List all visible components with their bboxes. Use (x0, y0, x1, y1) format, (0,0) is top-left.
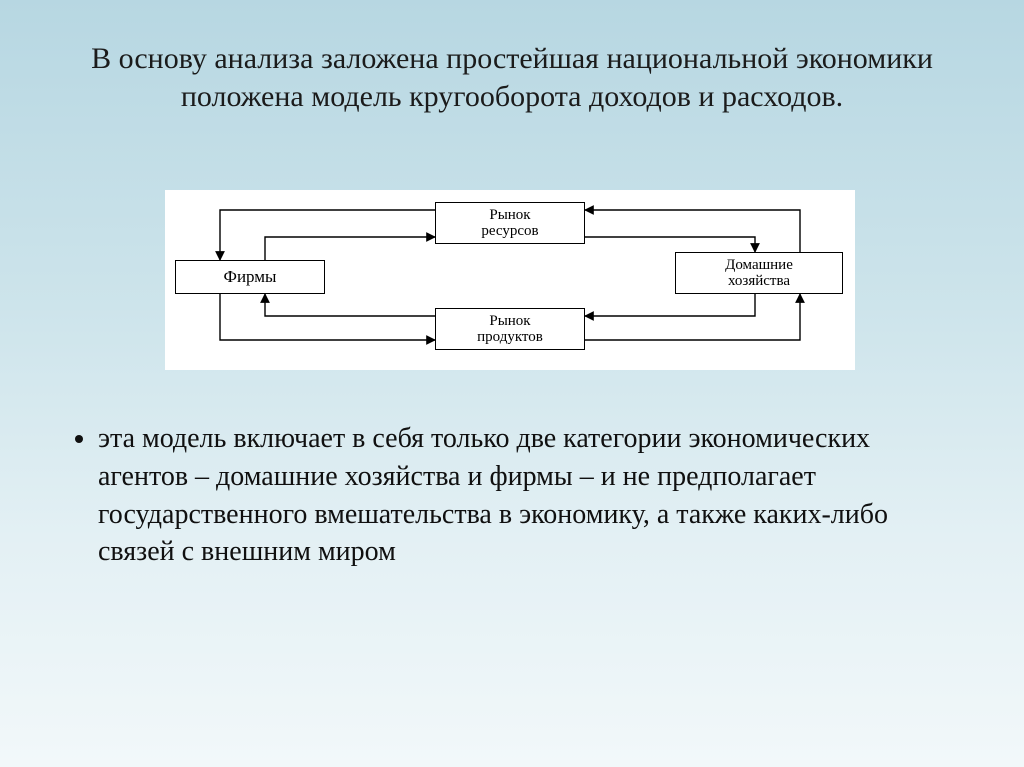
bullet-item: эта модель включает в себя только две ка… (98, 420, 964, 571)
edge-households-to-products (585, 294, 755, 316)
edge-resources-to-households (585, 237, 755, 252)
edge-products-to-firms (265, 294, 435, 316)
edge-households-to-resources (585, 210, 800, 252)
edge-products-to-households (585, 294, 800, 340)
edge-firms-to-products (220, 294, 435, 340)
node-resources: Рынок ресурсов (435, 202, 585, 244)
node-products: Рынок продуктов (435, 308, 585, 350)
edge-firms-to-resources (265, 237, 435, 260)
bullet-list: эта модель включает в себя только две ка… (60, 420, 964, 571)
slide: В основу анализа заложена простейшая нац… (0, 0, 1024, 767)
slide-title: В основу анализа заложена простейшая нац… (80, 40, 944, 115)
node-households: Домашние хозяйства (675, 252, 843, 294)
node-firms: Фирмы (175, 260, 325, 294)
circular-flow-diagram: Фирмы Рынок ресурсов Рынок продуктов Домашн… (165, 190, 855, 370)
edge-resources-to-firms (220, 210, 435, 260)
